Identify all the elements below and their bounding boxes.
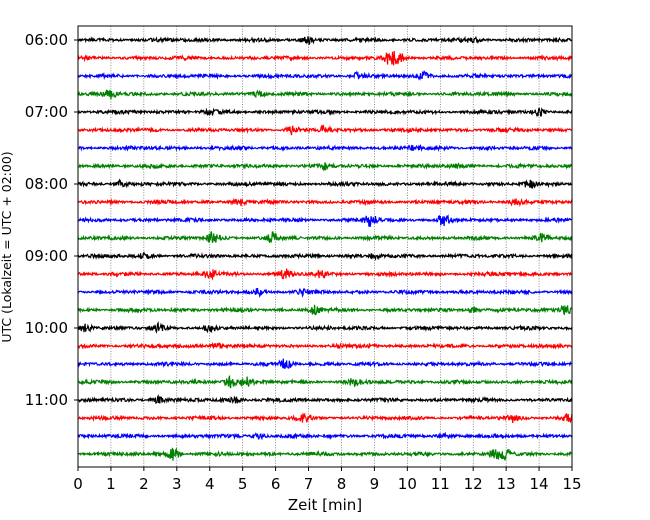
seismic-trace — [77, 288, 573, 298]
x-tick-label: 6 — [271, 475, 281, 493]
x-tick-label: 2 — [139, 475, 149, 493]
seismic-trace — [77, 124, 573, 136]
seismic-trace — [77, 447, 573, 461]
seismic-trace — [77, 304, 573, 316]
x-tick-label: 14 — [530, 475, 549, 493]
seismic-trace — [77, 341, 573, 350]
y-tick-label: 09:00 — [25, 247, 68, 265]
x-tick-label: 8 — [337, 475, 347, 493]
x-axis-ticks: 0 1 2 3 4 5 6 7 8 9 10 11 12 13 14 15 — [73, 467, 582, 493]
x-tick-label: 0 — [73, 475, 83, 493]
y-tick-label: 08:00 — [25, 175, 68, 193]
x-tick-label: 3 — [172, 475, 182, 493]
seismic-trace — [77, 197, 573, 207]
seismic-trace — [77, 69, 573, 81]
minute-gridlines — [110, 26, 540, 467]
x-tick-label: 1 — [106, 475, 116, 493]
seismic-trace — [77, 251, 573, 261]
seismic-trace — [77, 89, 573, 100]
x-axis-label: Zeit [min] — [288, 496, 362, 514]
seismic-trace — [77, 431, 573, 441]
y-axis-ticks: 06:00 07:00 08:00 09:00 10:00 11:00 — [25, 31, 78, 409]
seismic-trace — [77, 375, 573, 389]
seismic-trace — [77, 231, 573, 244]
seismic-trace — [77, 393, 573, 405]
seismic-trace — [77, 50, 573, 66]
seismic-trace — [77, 412, 573, 424]
seismic-trace — [77, 321, 573, 334]
x-tick-label: 12 — [464, 475, 483, 493]
y-tick-label: 07:00 — [25, 103, 68, 121]
x-tick-label: 5 — [238, 475, 248, 493]
seismic-trace — [77, 107, 573, 118]
seismic-trace — [77, 178, 573, 189]
y-axis-label: UTC (Lokalzeit = UTC + 02:00) — [0, 151, 14, 342]
seismic-trace — [77, 162, 573, 172]
y-tick-label: 11:00 — [25, 391, 68, 409]
y-tick-label: 06:00 — [25, 31, 68, 49]
x-tick-label: 11 — [431, 475, 450, 493]
y-tick-label: 10:00 — [25, 319, 68, 337]
x-tick-label: 15 — [562, 475, 581, 493]
trace-group — [77, 35, 573, 461]
x-tick-label: 13 — [497, 475, 516, 493]
x-tick-label: 4 — [205, 475, 215, 493]
x-tick-label: 9 — [370, 475, 380, 493]
seismic-trace — [77, 213, 573, 228]
x-tick-label: 7 — [304, 475, 314, 493]
seismic-trace — [77, 143, 573, 153]
seismic-trace — [77, 268, 573, 281]
seismic-trace — [77, 35, 573, 45]
x-tick-label: 10 — [398, 475, 417, 493]
plot-frame — [77, 25, 573, 468]
seismic-trace — [77, 358, 573, 370]
